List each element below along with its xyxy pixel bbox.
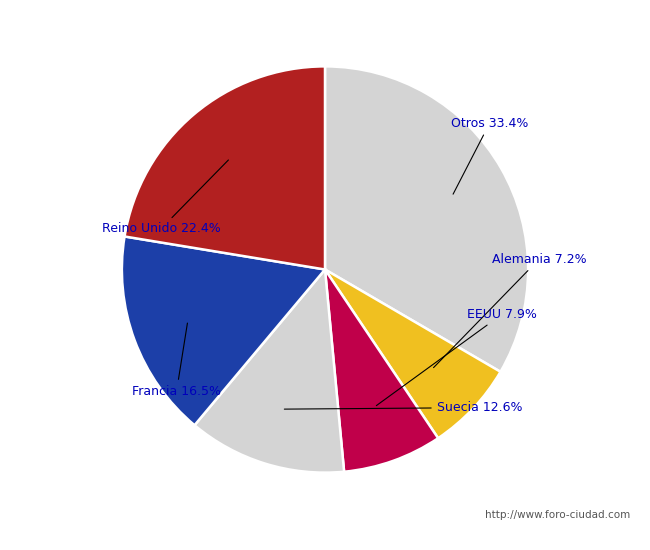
Text: Ceutí - Turistas extranjeros según país - Agosto de 2024: Ceutí - Turistas extranjeros según país … <box>111 14 540 31</box>
Text: Reino Unido 22.4%: Reino Unido 22.4% <box>101 160 228 235</box>
Text: Francia 16.5%: Francia 16.5% <box>132 323 221 398</box>
Text: Alemania 7.2%: Alemania 7.2% <box>434 253 586 367</box>
Text: Suecia 12.6%: Suecia 12.6% <box>284 401 522 414</box>
Wedge shape <box>125 67 325 270</box>
Wedge shape <box>325 270 438 472</box>
Text: Otros 33.4%: Otros 33.4% <box>451 117 528 194</box>
Wedge shape <box>325 67 528 372</box>
Text: EEUU 7.9%: EEUU 7.9% <box>376 307 537 406</box>
Wedge shape <box>325 270 500 438</box>
Wedge shape <box>122 236 325 425</box>
Wedge shape <box>194 270 344 472</box>
Text: http://www.foro-ciudad.com: http://www.foro-ciudad.com <box>486 510 630 520</box>
